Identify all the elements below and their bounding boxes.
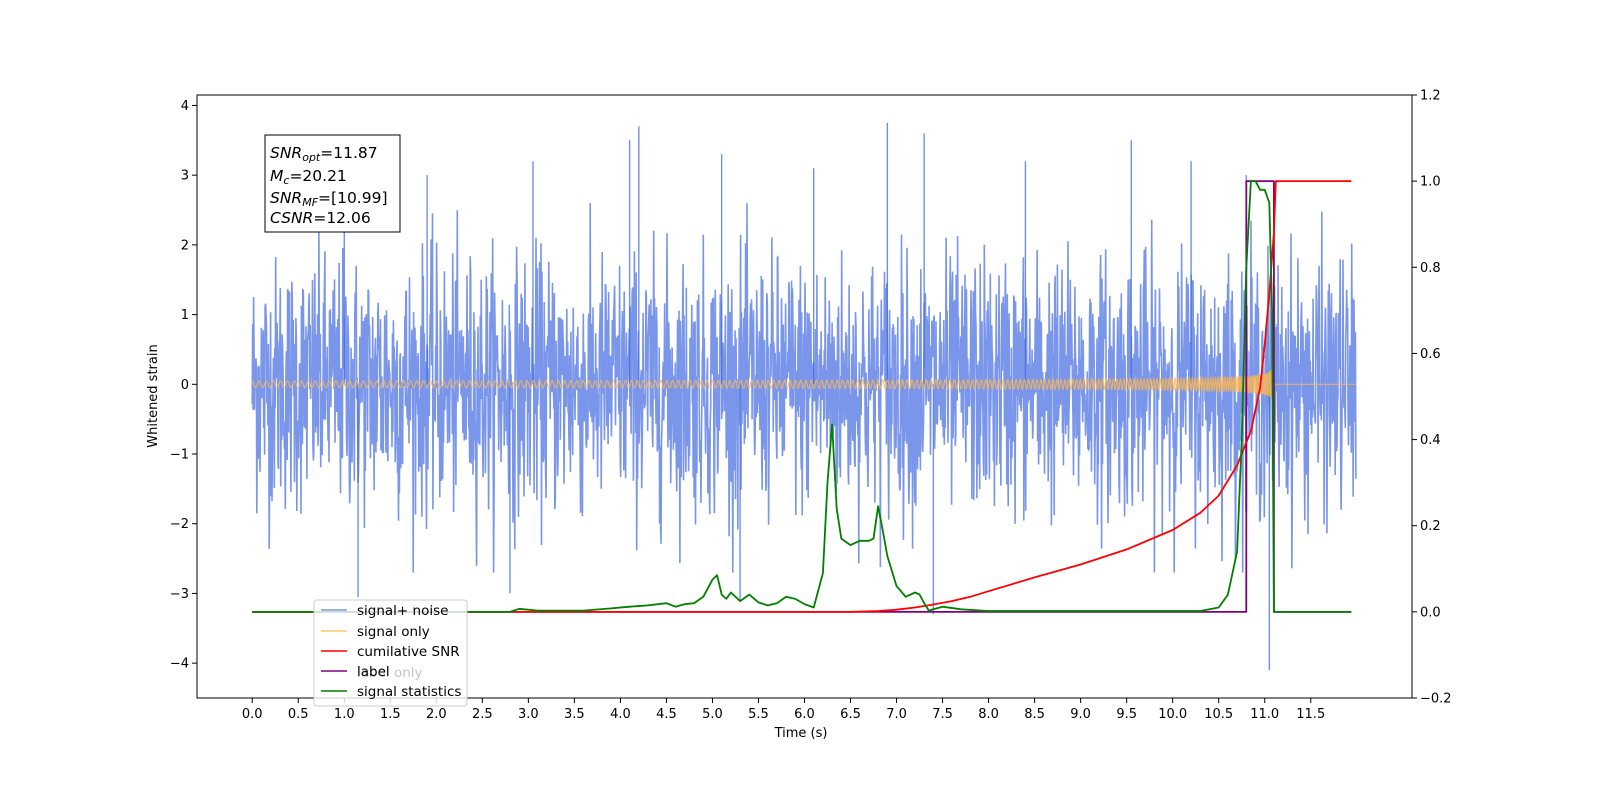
y-right-axis-ticks: −0.2 0.0 0.2 0.4 0.6 0.8 1.0 1.2 xyxy=(1412,89,1452,707)
x-tick-label: 3.0 xyxy=(518,707,539,722)
series-signal-noise xyxy=(251,203,1357,573)
y-right-tick-label: −0.2 xyxy=(1420,692,1452,707)
annotation-line-snr-mf: SNRMF=[10.99] xyxy=(270,189,388,209)
x-tick-label: 1.5 xyxy=(380,707,401,722)
x-tick-label: 6.5 xyxy=(840,707,861,722)
y-right-tick-label: 0.6 xyxy=(1420,347,1441,362)
series-signal-statistics xyxy=(252,180,1352,613)
x-tick-label: 10.5 xyxy=(1204,707,1233,722)
legend-label-cumulative-snr: cumilative SNR xyxy=(357,644,460,660)
y-axis-label: Whitened strain xyxy=(146,344,161,447)
legend-frame xyxy=(313,599,468,707)
x-tick-label: 9.0 xyxy=(1070,707,1091,722)
y-left-tick-label: −2 xyxy=(170,517,189,532)
x-tick-label: 2.5 xyxy=(472,707,493,722)
legend: signal+ noise signal only cumilative SNR… xyxy=(313,599,468,707)
y-right-tick-label: 0.4 xyxy=(1420,433,1441,448)
legend-label-signal-statistics: signal statistics xyxy=(357,684,461,700)
y-left-tick-label: 2 xyxy=(181,238,189,253)
x-axis-label: Time (s) xyxy=(774,726,828,741)
x-tick-label: 1.0 xyxy=(334,707,355,722)
x-tick-label: 7.0 xyxy=(886,707,907,722)
x-tick-label: 11.5 xyxy=(1296,707,1325,722)
y-left-tick-label: −1 xyxy=(170,448,189,463)
y-right-tick-label: 0.0 xyxy=(1420,605,1441,620)
y-right-tick-label: 0.8 xyxy=(1420,261,1441,276)
x-tick-label: 5.0 xyxy=(702,707,723,722)
y-right-tick-label: 1.2 xyxy=(1420,89,1441,104)
y-left-tick-label: 1 xyxy=(181,308,189,323)
y-left-tick-label: −4 xyxy=(170,657,189,672)
legend-label-signal-only: signal only xyxy=(357,624,430,640)
legend-label-label: label xyxy=(357,664,390,680)
x-tick-label: 7.5 xyxy=(932,707,953,722)
y-left-tick-label: −3 xyxy=(170,587,189,602)
series-cumulative-snr xyxy=(252,180,1352,613)
x-tick-label: 8.0 xyxy=(978,707,999,722)
x-tick-label: 6.0 xyxy=(794,707,815,722)
x-tick-label: 0.0 xyxy=(242,707,263,722)
x-tick-label: 9.5 xyxy=(1116,707,1137,722)
annotation-line-mc: Mc=20.21 xyxy=(270,167,347,187)
x-tick-label: 2.0 xyxy=(426,707,447,722)
series-signal-only xyxy=(252,368,1356,403)
legend-label-label-only: label only xyxy=(357,665,423,681)
annotation-box: SNRopt=11.87 Mc=20.21 SNRMF=[10.99] CSNR… xyxy=(264,134,401,233)
y-left-tick-label: 0 xyxy=(181,378,189,393)
x-tick-label: 8.5 xyxy=(1024,707,1045,722)
x-axis-ticks: 0.0 0.5 1.0 1.5 2.0 2.5 3.0 3.5 4.0 4.5 5.0 5.5 6.0 6… xyxy=(242,698,1325,722)
x-tick-label: 10.0 xyxy=(1158,707,1187,722)
y-left-tick-label: 4 xyxy=(181,99,189,114)
x-tick-label: 5.5 xyxy=(748,707,769,722)
x-tick-label: 3.5 xyxy=(564,707,585,722)
y-left-axis-ticks: −4 −3 −2 −1 0 1 2 3 4 xyxy=(170,99,197,672)
series-layer xyxy=(251,122,1357,671)
y-right-tick-label: 1.0 xyxy=(1420,175,1441,190)
y-right-tick-label: 0.2 xyxy=(1420,519,1441,534)
x-tick-label: 0.5 xyxy=(288,707,309,722)
annotation-line-csnr: CSNR=12.06 xyxy=(270,209,371,227)
x-tick-label: 11.0 xyxy=(1250,707,1279,722)
x-tick-label: 4.5 xyxy=(656,707,677,722)
y-left-tick-label: 3 xyxy=(181,169,189,184)
annotation-line-snr-opt: SNRopt=11.87 xyxy=(270,144,378,164)
x-tick-label: 4.0 xyxy=(610,707,631,722)
annotation-frame xyxy=(264,134,401,233)
legend-label-signal-noise: signal+ noise xyxy=(357,603,448,619)
